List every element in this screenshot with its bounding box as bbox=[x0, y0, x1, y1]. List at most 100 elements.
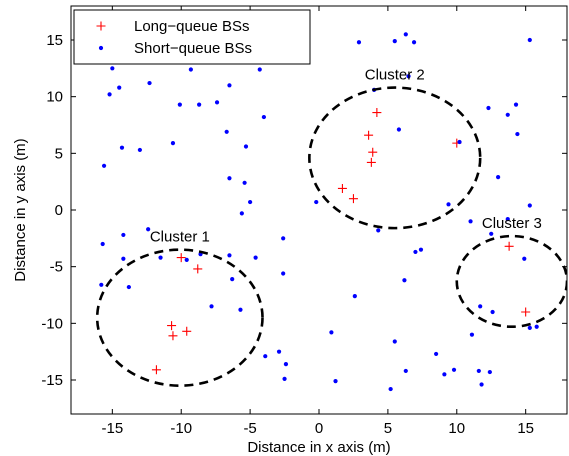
short-queue-point-69 bbox=[486, 105, 491, 111]
short-queue-point-7 bbox=[170, 141, 176, 146]
short-queue-point-6 bbox=[147, 80, 152, 86]
short-queue-point-50 bbox=[413, 249, 418, 255]
short-queue-point-64 bbox=[468, 219, 473, 224]
short-queue-point-0 bbox=[101, 163, 107, 168]
long-queue-point-10 bbox=[368, 147, 378, 157]
y-tick-label: -5 bbox=[50, 259, 63, 276]
short-queue-point-33 bbox=[238, 307, 243, 312]
legend-label-long-queue: Long−queue BSs bbox=[134, 18, 250, 35]
short-queue-point-75 bbox=[505, 216, 510, 222]
short-queue-point-10 bbox=[197, 102, 202, 107]
y-tick-label: 15 bbox=[46, 32, 63, 49]
y-tick-label: 5 bbox=[55, 145, 63, 162]
short-queue-point-56 bbox=[356, 40, 362, 45]
short-queue-point-73 bbox=[496, 175, 501, 180]
short-queue-point-49 bbox=[403, 368, 408, 374]
x-tick-label: 5 bbox=[384, 420, 392, 437]
short-queue-point-41 bbox=[314, 199, 319, 205]
long-queue-series bbox=[151, 108, 531, 375]
short-queue-point-80 bbox=[527, 203, 532, 208]
short-queue-point-58 bbox=[392, 39, 397, 44]
plot-area: Cluster 1 Cluster 2 Cluster 3 bbox=[95, 32, 567, 392]
short-queue-point-5 bbox=[137, 147, 142, 153]
short-queue-point-40 bbox=[282, 376, 287, 381]
short-queue-point-46 bbox=[388, 386, 393, 392]
long-queue-point-4 bbox=[182, 326, 192, 336]
short-queue-point-30 bbox=[227, 253, 232, 258]
short-queue-point-1 bbox=[107, 92, 112, 97]
short-queue-point-17 bbox=[248, 199, 253, 205]
short-queue-point-44 bbox=[352, 294, 357, 299]
y-tick-label: -10 bbox=[41, 315, 63, 332]
short-queue-point-12 bbox=[224, 129, 229, 134]
cluster-circle-3 bbox=[455, 234, 567, 329]
short-queue-point-62 bbox=[411, 40, 417, 45]
short-queue-point-67 bbox=[478, 304, 483, 309]
long-queue-point-7 bbox=[348, 194, 358, 204]
x-tick-label: 10 bbox=[448, 420, 465, 437]
short-queue-point-47 bbox=[392, 339, 397, 344]
short-queue-point-71 bbox=[489, 231, 494, 236]
short-queue-point-37 bbox=[281, 271, 286, 276]
short-queue-point-36 bbox=[276, 349, 282, 354]
short-queue-point-61 bbox=[406, 74, 411, 79]
short-queue-point-48 bbox=[402, 278, 407, 283]
long-queue-point-8 bbox=[364, 130, 374, 140]
short-queue-point-16 bbox=[242, 180, 247, 185]
short-queue-point-27 bbox=[184, 257, 189, 262]
cluster-label-3: Cluster 3 bbox=[482, 215, 542, 232]
long-queue-point-1 bbox=[193, 264, 203, 274]
long-queue-point-13 bbox=[504, 241, 514, 251]
short-queue-point-38 bbox=[281, 236, 286, 241]
short-queue-point-29 bbox=[209, 304, 214, 309]
legend-box bbox=[73, 9, 311, 65]
short-queue-point-19 bbox=[261, 114, 266, 120]
short-queue-point-9 bbox=[188, 67, 193, 72]
short-queue-point-52 bbox=[434, 351, 439, 357]
long-queue-point-3 bbox=[168, 331, 178, 341]
short-queue-series bbox=[99, 32, 539, 392]
short-queue-point-78 bbox=[522, 256, 527, 261]
x-tick-label: -15 bbox=[101, 420, 123, 437]
short-queue-point-65 bbox=[469, 332, 475, 337]
x-tick-label: 0 bbox=[315, 420, 323, 437]
short-queue-point-77 bbox=[515, 131, 520, 137]
short-queue-point-35 bbox=[263, 354, 268, 359]
short-queue-point-39 bbox=[283, 362, 289, 367]
legend: Long−queue BSs Short−queue BSs bbox=[73, 9, 311, 65]
axes: -15 -10 -5 0 5 10 15 -15 -10 -5 0 5 10 15 Distance in … bbox=[12, 5, 568, 456]
short-queue-point-22 bbox=[121, 232, 126, 238]
cluster-circle-2 bbox=[308, 86, 482, 230]
legend-marker-long-queue bbox=[96, 21, 106, 31]
cluster-label-1: Cluster 1 bbox=[150, 229, 210, 246]
short-queue-point-23 bbox=[121, 256, 126, 261]
cluster-label-2: Cluster 2 bbox=[365, 67, 425, 84]
short-queue-point-26 bbox=[158, 255, 163, 260]
short-queue-point-13 bbox=[227, 176, 232, 181]
legend-label-short-queue: Short−queue BSs bbox=[134, 40, 252, 57]
short-queue-point-8 bbox=[177, 102, 182, 107]
short-queue-point-60 bbox=[403, 32, 408, 37]
short-queue-point-15 bbox=[243, 144, 249, 149]
long-queue-point-9 bbox=[372, 108, 382, 118]
y-tick-label: 0 bbox=[55, 202, 63, 219]
short-queue-point-59 bbox=[396, 127, 402, 132]
short-queue-point-54 bbox=[451, 367, 457, 372]
short-queue-point-34 bbox=[253, 255, 258, 260]
short-queue-point-68 bbox=[479, 382, 484, 387]
short-queue-point-24 bbox=[126, 284, 131, 290]
short-queue-point-18 bbox=[257, 67, 262, 72]
short-queue-point-74 bbox=[505, 112, 510, 117]
short-queue-point-66 bbox=[476, 368, 481, 374]
short-queue-point-72 bbox=[490, 309, 495, 315]
cluster-circle-1 bbox=[95, 248, 264, 387]
long-queue-point-6 bbox=[337, 183, 347, 193]
short-queue-point-81 bbox=[534, 324, 539, 329]
short-queue-point-25 bbox=[146, 227, 151, 232]
short-queue-point-55 bbox=[446, 202, 451, 207]
legend-marker-short-queue bbox=[98, 45, 104, 51]
short-queue-point-53 bbox=[442, 372, 447, 377]
short-queue-point-32 bbox=[239, 211, 244, 216]
x-tick-label: 15 bbox=[517, 420, 534, 437]
